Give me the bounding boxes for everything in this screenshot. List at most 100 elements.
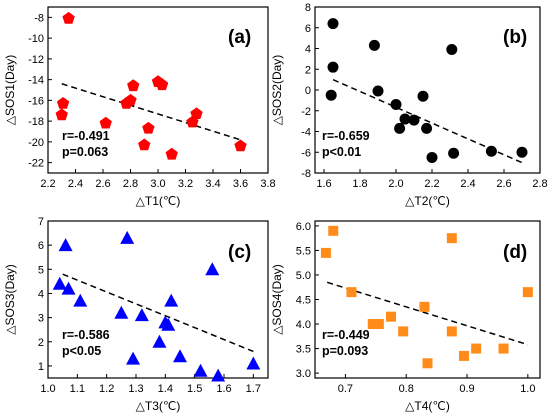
- data-point: [398, 326, 409, 337]
- y-tick-label: -4: [301, 127, 311, 139]
- y-tick-label: -20: [28, 137, 44, 149]
- y-tick-label: 2: [38, 337, 44, 349]
- data-point: [399, 113, 411, 125]
- x-axis-label: △T2(℃): [405, 194, 450, 208]
- data-point: [58, 238, 73, 252]
- panel-d: 0.7 0.8 0.9 1.0 3.0 3.5 4.0 4.5 5.0 5.5 6.0 △T4(℃) △…: [270, 220, 541, 413]
- y-tick-label: -12: [28, 54, 44, 66]
- data-point: [173, 349, 187, 363]
- x-tick-label: 2.2: [40, 178, 55, 190]
- data-point: [165, 147, 178, 160]
- x-tick-label: 3.0: [150, 178, 165, 190]
- x-axis-label: △T4(℃): [405, 399, 450, 413]
- y-tick-label: 4.0: [296, 319, 311, 331]
- x-tick-label: 1.4: [158, 383, 173, 395]
- y-tick-label: -18: [28, 116, 44, 128]
- data-point: [114, 305, 129, 319]
- trend-line: [62, 273, 254, 353]
- data-point: [161, 317, 176, 331]
- data-point: [325, 89, 337, 101]
- x-tick-label: 3.2: [178, 178, 193, 190]
- plot-frame: [47, 220, 269, 379]
- x-tick-label: 0.9: [459, 383, 474, 395]
- y-tick-label: 6: [38, 240, 44, 252]
- y-tick-label: -16: [28, 95, 44, 107]
- data-point: [448, 147, 460, 159]
- data-point: [62, 11, 75, 24]
- x-tick-label: 1.1: [70, 383, 85, 395]
- y-tick-label: 5: [38, 264, 44, 276]
- y-tick-label: 8: [305, 2, 311, 14]
- panel-a: 2.2 2.4 2.6 2.8 3.0 3.2 3.4 3.6 3.8 -22 -20 -18 -16 -…: [3, 6, 276, 208]
- data-point: [124, 93, 137, 106]
- data-point: [421, 122, 433, 134]
- data-point: [120, 230, 135, 244]
- x-tick-label: 2.8: [532, 178, 547, 190]
- data-point: [164, 293, 179, 307]
- data-point: [190, 107, 203, 120]
- x-tick-label: 2.4: [460, 178, 475, 190]
- y-tick-label: 2: [305, 64, 311, 76]
- data-point: [394, 122, 406, 134]
- y-axis-label: △SOS1(Day): [3, 55, 17, 126]
- data-point: [367, 319, 378, 330]
- data-point: [142, 121, 155, 134]
- x-tick-label: 0.8: [399, 383, 414, 395]
- data-point: [234, 139, 247, 152]
- panel-label: (c): [228, 242, 251, 263]
- y-tick-label: -2: [301, 106, 311, 118]
- correlation-r: r=-0.659: [322, 129, 370, 143]
- panel-c: 1.0 1.1 1.2 1.3 1.4 1.5 1.6 1.7 1 2 3 4 5 6 7 △T3(℃) △SO…: [3, 216, 269, 413]
- x-tick-label: 2.6: [496, 178, 511, 190]
- data-point: [498, 343, 509, 354]
- data-point: [390, 99, 402, 111]
- data-point: [327, 18, 339, 30]
- y-tick-label: 5.0: [296, 270, 311, 282]
- data-point: [134, 308, 149, 322]
- x-tick-label: 2.2: [424, 178, 439, 190]
- data-point: [205, 262, 220, 276]
- data-point: [193, 363, 208, 377]
- data-point: [485, 145, 497, 157]
- data-point: [419, 301, 430, 312]
- data-point: [246, 356, 261, 370]
- data-point: [522, 287, 533, 298]
- panel-label: (a): [228, 27, 251, 48]
- data-point: [61, 281, 76, 295]
- data-point: [446, 326, 457, 337]
- data-point: [417, 90, 429, 102]
- data-point: [372, 85, 384, 97]
- data-point: [471, 343, 482, 354]
- x-tick-label: 1.0: [40, 383, 55, 395]
- data-point: [346, 287, 357, 298]
- y-tick-label: 6: [305, 23, 311, 35]
- y-tick-label: 6.0: [296, 221, 311, 233]
- correlation-r: r=-0.586: [62, 328, 110, 342]
- y-tick-label: 4.5: [296, 295, 311, 307]
- y-tick-label: -6: [301, 147, 311, 159]
- data-point: [55, 108, 68, 121]
- data-point: [73, 293, 88, 307]
- data-point: [328, 225, 339, 236]
- data-point: [458, 350, 469, 361]
- data-point: [368, 39, 380, 51]
- y-tick-label: 3.0: [296, 368, 311, 380]
- p-value: p=0.063: [62, 145, 108, 159]
- data-point: [127, 79, 140, 92]
- y-tick-label: -22: [28, 158, 44, 170]
- x-tick-label: 1.2: [99, 383, 114, 395]
- x-tick-label: 2.0: [388, 178, 403, 190]
- x-axis-label: △T3(℃): [136, 399, 181, 413]
- x-tick-label: 2.6: [95, 178, 110, 190]
- data-point: [138, 138, 151, 151]
- data-point: [99, 116, 112, 129]
- y-axis-label: △SOS2(Day): [270, 55, 284, 126]
- data-point: [56, 97, 70, 109]
- x-axis-label: △T1(℃): [136, 194, 181, 208]
- y-axis-label: △SOS3(Day): [3, 264, 17, 335]
- data-point: [426, 151, 438, 163]
- x-tick-label: 1.7: [246, 383, 261, 395]
- y-tick-label: 4: [38, 288, 44, 300]
- data-point: [155, 78, 169, 91]
